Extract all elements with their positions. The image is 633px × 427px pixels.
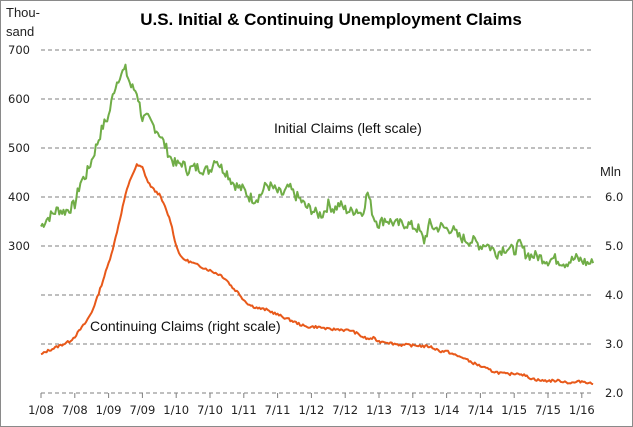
chart-title: U.S. Initial & Continuing Unemployment C… [140, 10, 522, 29]
x-tick-label: 7/15 [535, 403, 561, 417]
initial-claims-line [40, 63, 595, 269]
right-tick-label: 2.0 [605, 386, 623, 400]
right-tick-label: 5.0 [605, 239, 623, 253]
series-lines [40, 63, 595, 386]
x-tick-label: 1/09 [96, 403, 122, 417]
x-tick-label: 7/14 [467, 403, 493, 417]
x-tick-label: 1/08 [28, 403, 54, 417]
left-tick-label: 400 [8, 190, 30, 204]
left-axis-ticks: 700 600 500 400 300 [8, 43, 30, 253]
right-tick-label: 3.0 [605, 337, 623, 351]
x-tick-label: 1/11 [231, 403, 257, 417]
x-tick-label: 1/14 [434, 403, 460, 417]
left-tick-label: 600 [8, 92, 30, 106]
x-tick-label: 1/13 [366, 403, 392, 417]
x-tick-label: 7/10 [197, 403, 223, 417]
initial-claims-annotation: Initial Claims (left scale) [274, 120, 422, 136]
continuing-claims-annotation: Continuing Claims (right scale) [90, 318, 281, 334]
right-axis-ticks: 6.0 5.0 4.0 3.0 2.0 [605, 190, 623, 400]
x-tick-label: 1/15 [501, 403, 527, 417]
right-tick-label: 6.0 [605, 190, 623, 204]
continuing-claims-line [40, 163, 594, 386]
x-tick-label: 1/16 [569, 403, 595, 417]
right-tick-label: 4.0 [605, 288, 623, 302]
left-unit-label-line1: Thou- [6, 5, 40, 20]
left-tick-label: 500 [8, 141, 30, 155]
x-tick-label: 7/13 [400, 403, 426, 417]
x-tick-label: 1/10 [163, 403, 189, 417]
left-tick-label: 700 [8, 43, 30, 57]
gridlines [41, 49, 593, 394]
left-tick-label: 300 [8, 239, 30, 253]
x-tick-label: 7/09 [129, 403, 155, 417]
left-unit-label-line2: sand [6, 24, 34, 39]
right-unit-label: Mln [600, 164, 621, 179]
x-tick-label: 1/12 [298, 403, 324, 417]
x-tick-label: 7/08 [62, 403, 88, 417]
x-axis-ticks: 1/08 7/08 1/09 7/09 1/10 7/10 1/11 7/11 1/12 7/12… [28, 393, 595, 417]
x-tick-label: 7/12 [332, 403, 358, 417]
x-tick-label: 7/11 [265, 403, 291, 417]
